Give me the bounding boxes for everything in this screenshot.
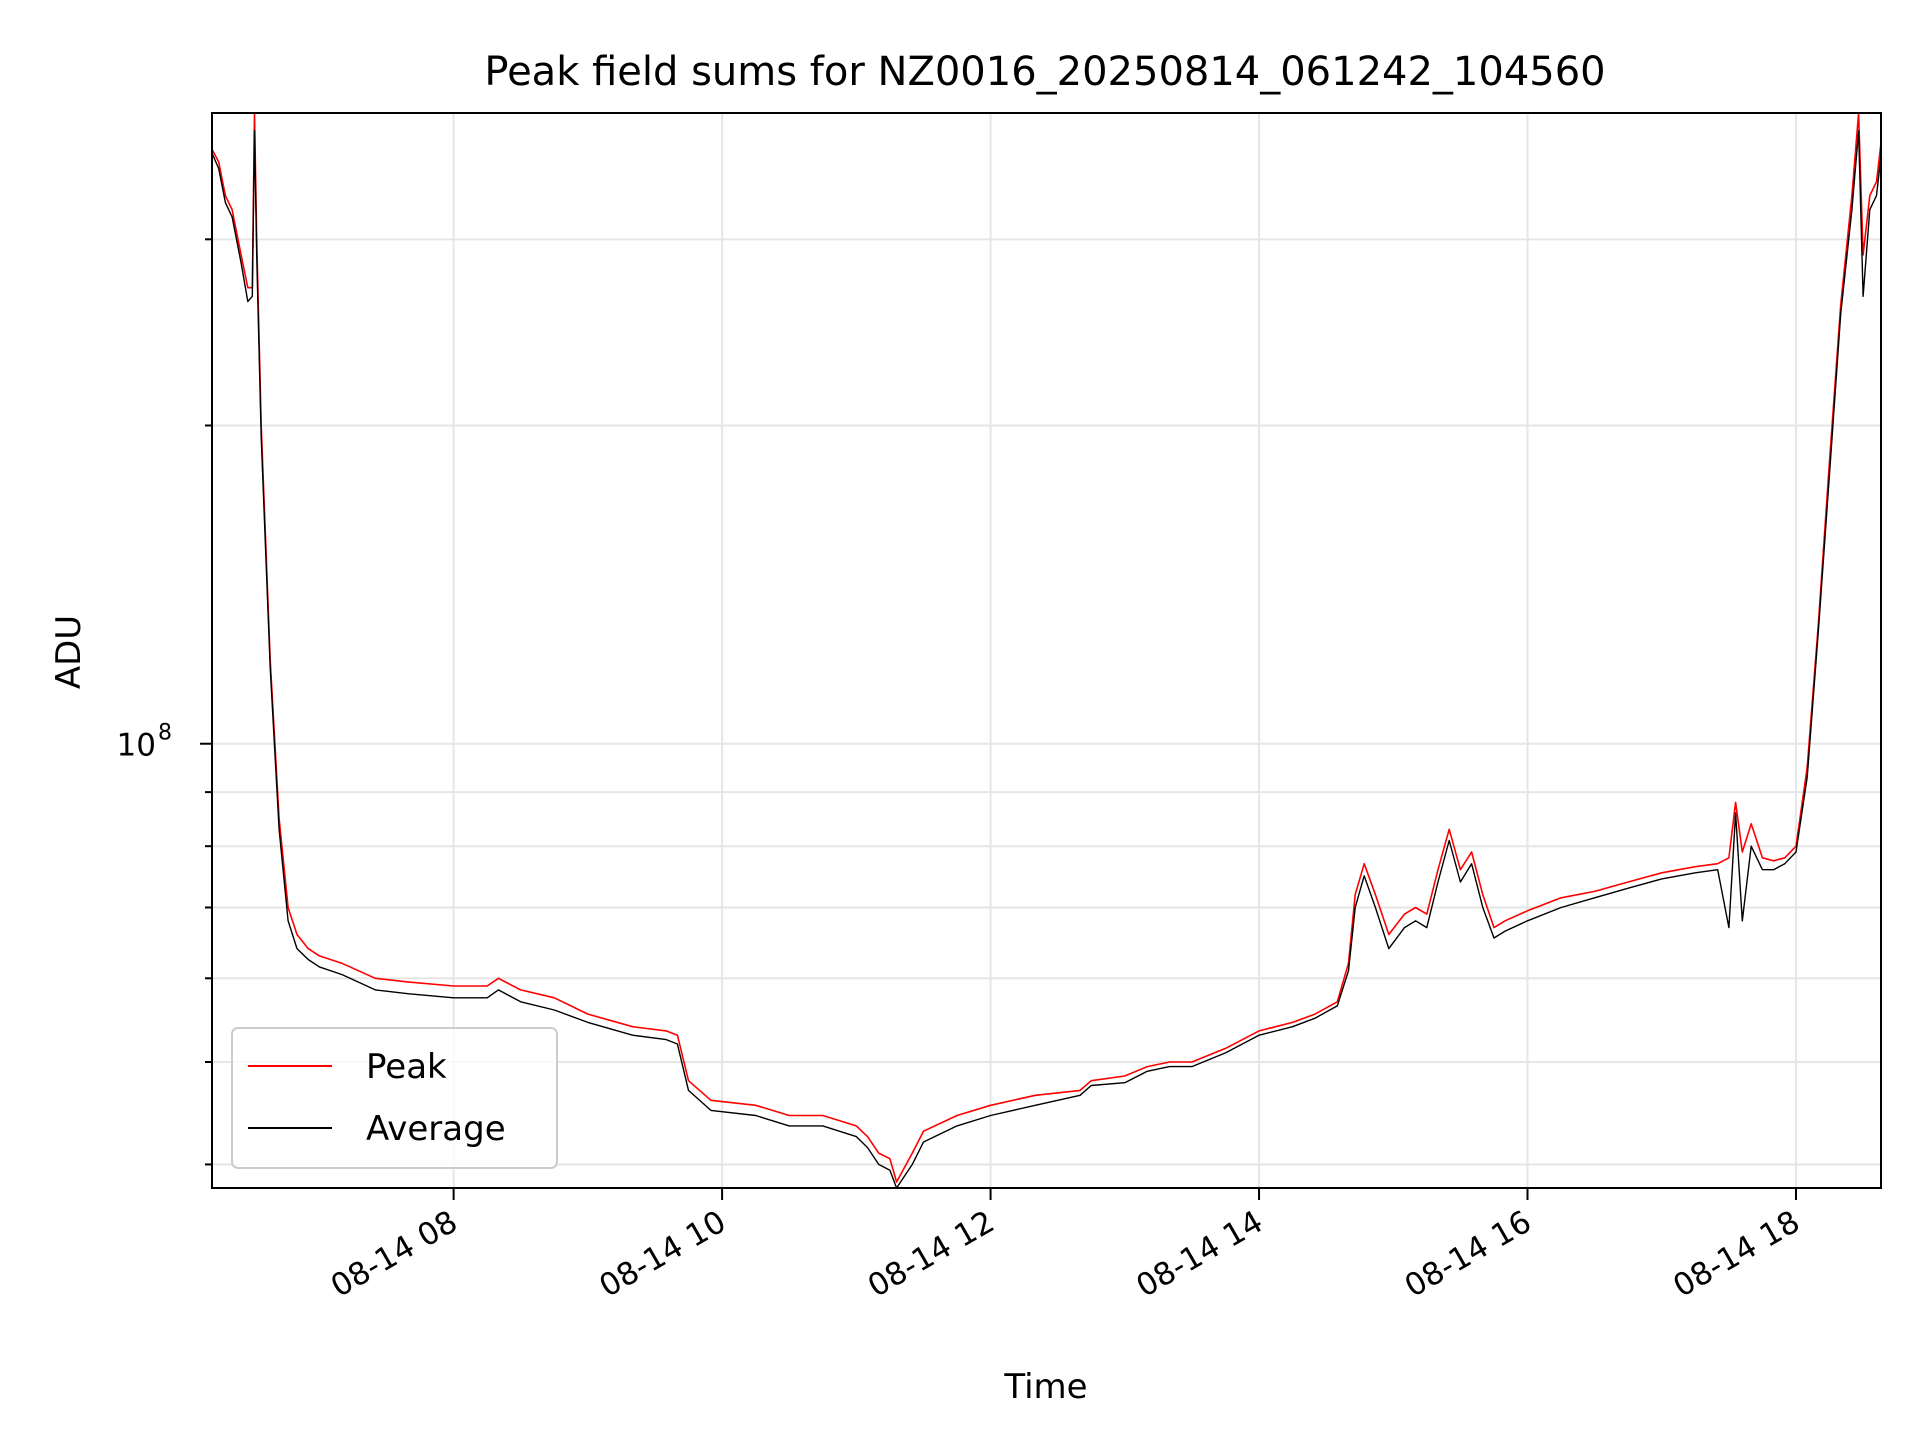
plot-series (211, 112, 1882, 1189)
x-axis: 08-14 08 08-14 10 08-14 12 08-14 14 08-14 16… (325, 1188, 1806, 1305)
y-tick-label: 10 (117, 728, 156, 764)
grid-lines (212, 113, 1881, 1188)
chart-title: Peak field sums for NZ0016_20250814_0612… (484, 49, 1605, 95)
x-tick-label: 08-14 12 (862, 1204, 1001, 1305)
x-tick-label: 08-14 18 (1667, 1204, 1806, 1305)
x-tick-label: 08-14 14 (1130, 1204, 1269, 1305)
legend-average-label: Average (366, 1109, 506, 1149)
x-tick-label: 08-14 08 (325, 1204, 464, 1305)
y-axis-label: ADU (49, 615, 89, 689)
x-tick-label: 08-14 10 (593, 1204, 732, 1305)
x-tick-label: 08-14 16 (1399, 1204, 1538, 1305)
y-tick-label-exponent: 8 (158, 721, 172, 746)
series-line-peak (211, 112, 1882, 1183)
legend-frame (231, 1027, 558, 1169)
legend-peak-label: Peak (366, 1047, 447, 1087)
series-line-average (211, 130, 1882, 1189)
x-axis-label: Time (1003, 1367, 1087, 1407)
legend: Peak Average (231, 1027, 558, 1169)
plot-frame (211, 112, 1882, 1189)
y-axis: 10 8 (117, 238, 212, 1166)
